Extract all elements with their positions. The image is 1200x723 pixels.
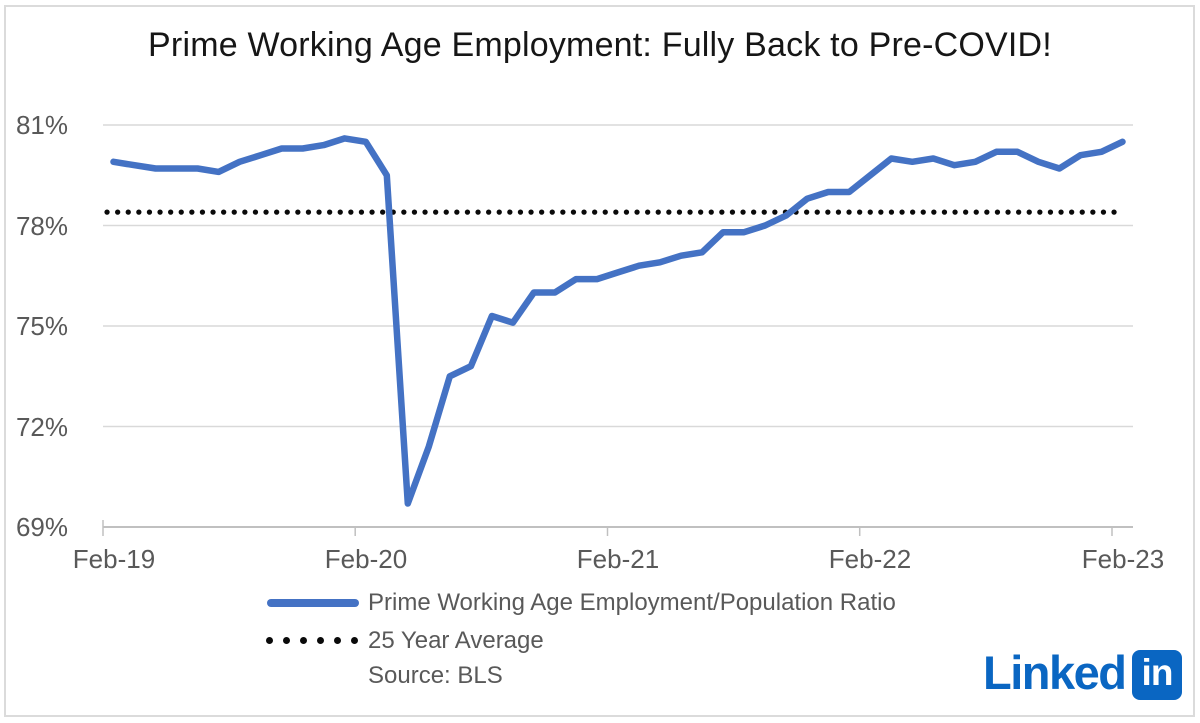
y-axis-label: 75%: [15, 311, 68, 341]
legend-dotted-line-swatch: [266, 637, 358, 644]
y-axis-label: 81%: [15, 110, 68, 140]
x-axis-label: Feb-21: [576, 544, 660, 574]
legend-dot: [334, 637, 341, 644]
chart-title: Prime Working Age Employment: Fully Back…: [148, 26, 1052, 64]
y-axis-label: 72%: [15, 412, 68, 442]
linkedin-wordmark: Linked: [983, 646, 1127, 699]
legend-average-label: 25 Year Average: [368, 627, 544, 654]
source-note: Source: BLS: [368, 662, 503, 689]
y-axis-label: 78%: [15, 211, 68, 241]
legend-dot: [266, 637, 273, 644]
legend-dot: [317, 637, 324, 644]
linkedin-in-icon: in: [1132, 650, 1182, 700]
x-axis-label: Feb-20: [324, 544, 408, 574]
legend-series-line-swatch: [267, 599, 359, 607]
x-axis-label: Feb-22: [828, 544, 912, 574]
y-axis-label: 69%: [15, 512, 68, 542]
x-axis-label: Feb-23: [1081, 544, 1165, 574]
legend-series-label: Prime Working Age Employment/Population …: [368, 589, 896, 616]
legend-dot: [351, 637, 358, 644]
legend-dot: [283, 637, 290, 644]
legend-dot: [300, 637, 307, 644]
x-axis-label: Feb-19: [72, 544, 156, 574]
